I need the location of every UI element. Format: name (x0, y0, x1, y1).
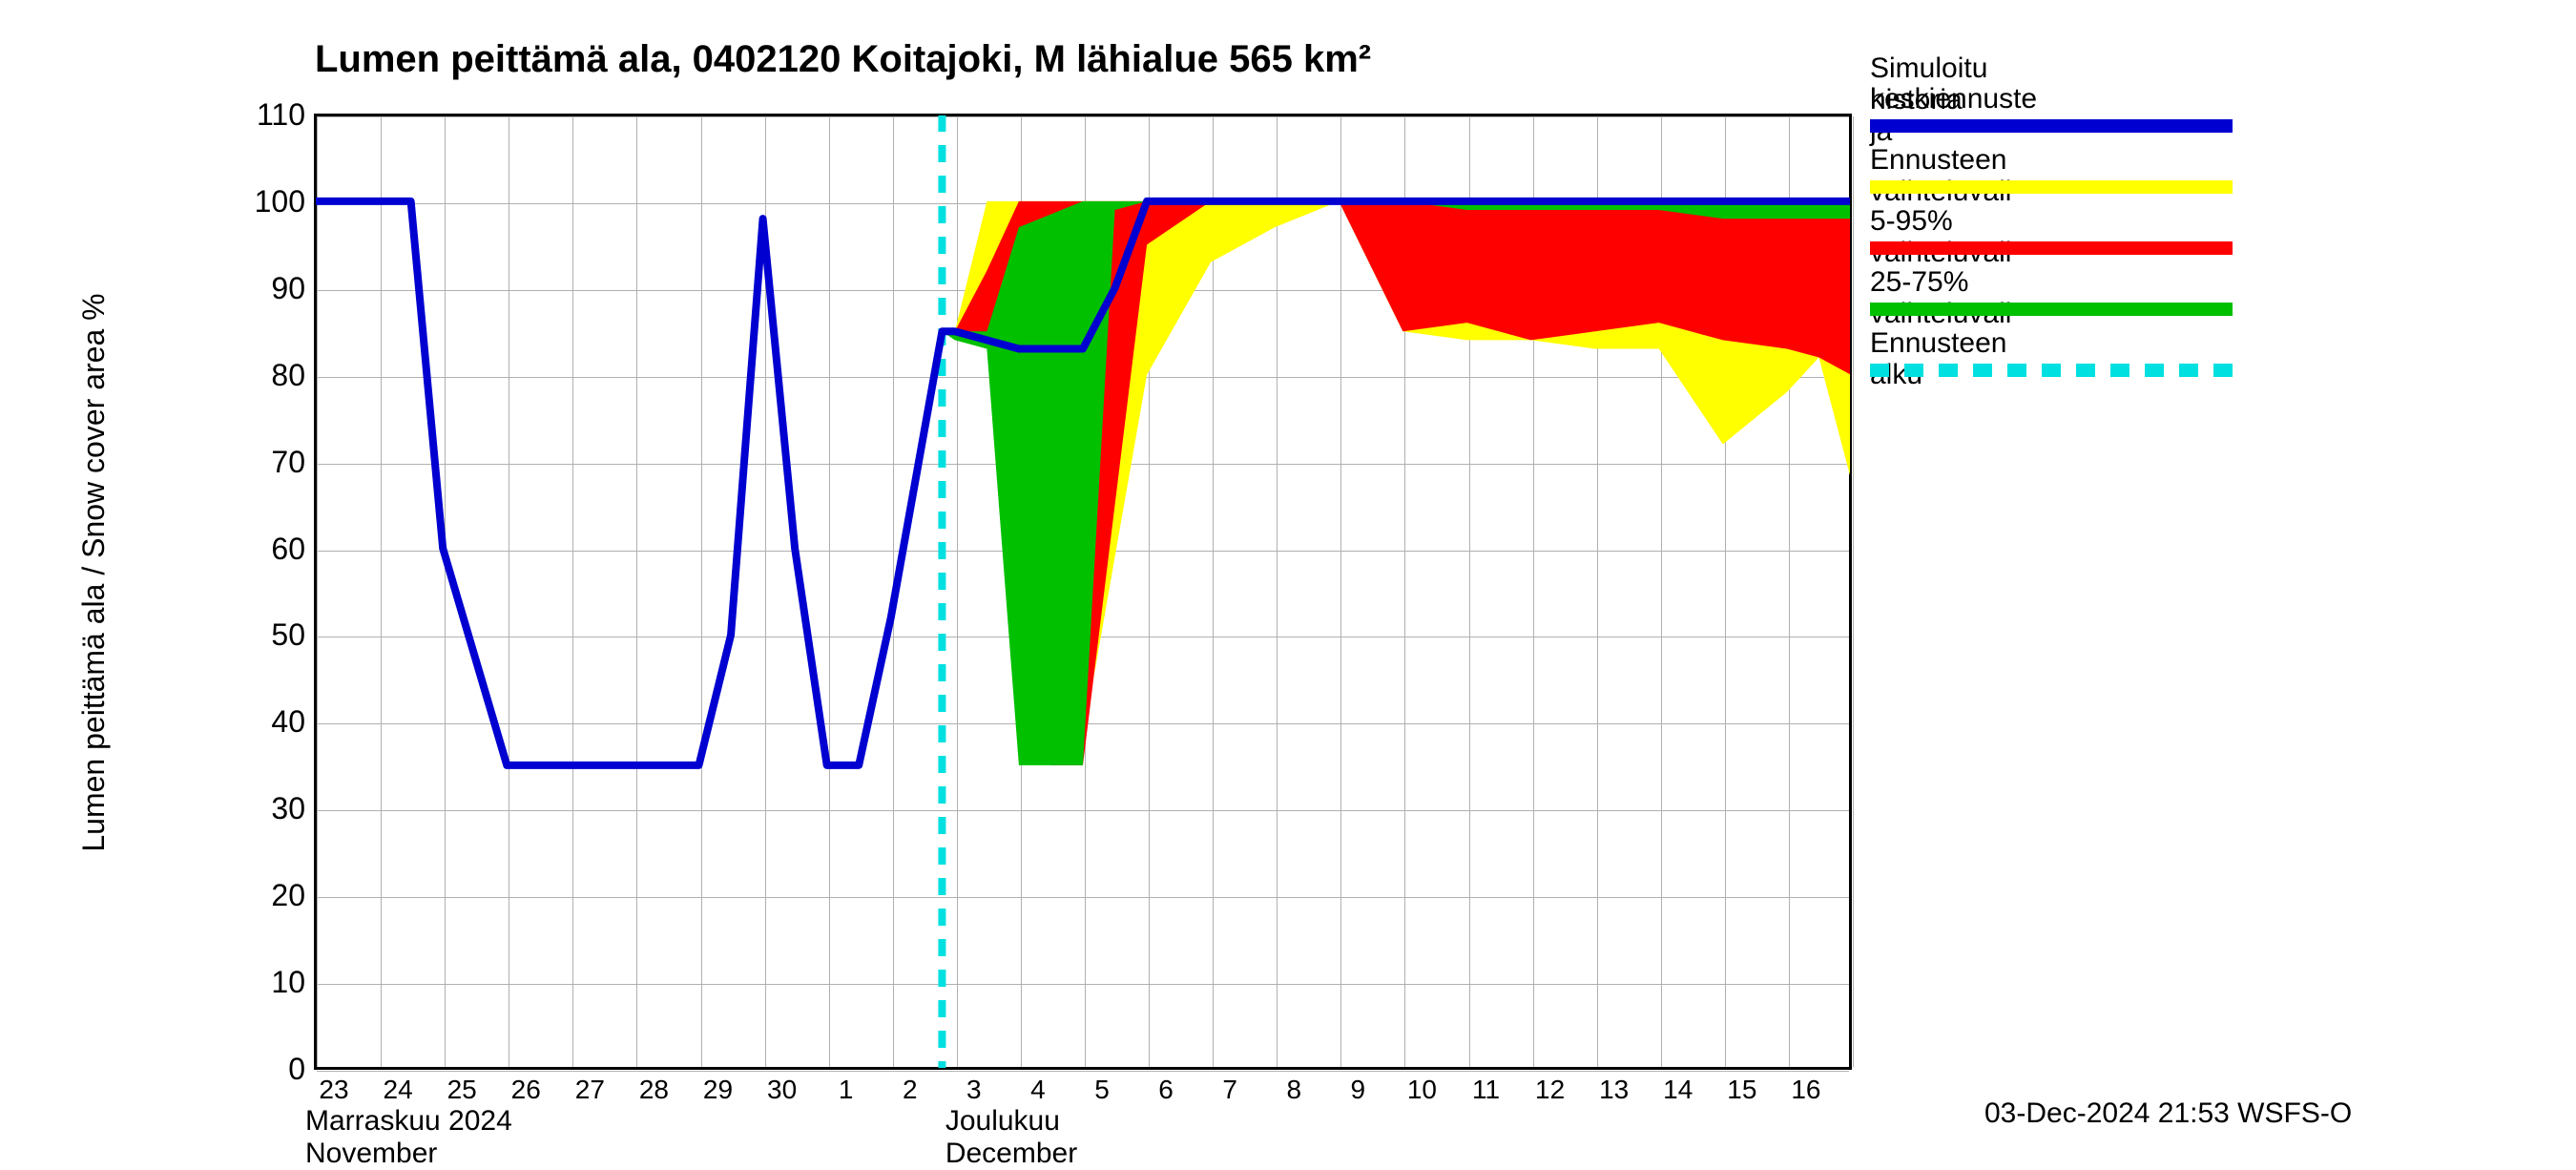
legend-swatch (1870, 241, 2233, 255)
xtick-label: 25 (433, 1075, 490, 1105)
xtick-label: 26 (497, 1075, 554, 1105)
xtick-label: 16 (1777, 1075, 1835, 1105)
xtick-label: 15 (1714, 1075, 1771, 1105)
ytick-label: 60 (200, 532, 305, 567)
legend-label: Ennusteen vaihteluväli (1870, 144, 2011, 207)
xtick-label: 2 (882, 1075, 939, 1105)
xtick-label: 28 (625, 1075, 682, 1105)
ytick-label: 100 (200, 184, 305, 219)
xtick-label: 24 (369, 1075, 426, 1105)
ytick-label: 30 (200, 791, 305, 826)
xtick-label: 8 (1265, 1075, 1322, 1105)
xtick-label: 10 (1393, 1075, 1450, 1105)
ytick-label: 20 (200, 878, 305, 913)
ytick-label: 80 (200, 358, 305, 393)
chart-canvas: Lumen peittämä ala, 0402120 Koitajoki, M… (0, 0, 2576, 1145)
ytick-label: 90 (200, 271, 305, 306)
xtick-label: 11 (1458, 1075, 1515, 1105)
legend-label: keskiennuste (1870, 83, 2037, 115)
xtick-label: 23 (305, 1075, 363, 1105)
xtick-label: 30 (754, 1075, 811, 1105)
xtick-label: 13 (1586, 1075, 1643, 1105)
ytick-label: 10 (200, 965, 305, 1000)
xtick-label: 4 (1009, 1075, 1067, 1105)
month-label: Joulukuu (945, 1105, 1060, 1138)
legend-swatch (1870, 180, 2233, 194)
ytick-label: 70 (200, 445, 305, 480)
xtick-label: 7 (1201, 1075, 1258, 1105)
xtick-label: 29 (690, 1075, 747, 1105)
ytick-label: 40 (200, 704, 305, 740)
ytick-label: 110 (200, 97, 305, 133)
ytick-label: 50 (200, 617, 305, 653)
xtick-label: 6 (1137, 1075, 1195, 1105)
legend-label: 25-75% vaihteluväli (1870, 266, 2011, 329)
xtick-label: 12 (1522, 1075, 1579, 1105)
month-label: December (945, 1138, 1077, 1170)
xtick-label: 5 (1073, 1075, 1131, 1105)
month-label: Marraskuu 2024 (305, 1105, 512, 1138)
xtick-label: 14 (1650, 1075, 1707, 1105)
xtick-label: 1 (818, 1075, 875, 1105)
ytick-label: 0 (200, 1052, 305, 1087)
legend-swatch (1870, 119, 2233, 133)
xtick-label: 9 (1329, 1075, 1386, 1105)
month-label: November (305, 1138, 437, 1170)
legend-swatch (1870, 303, 2233, 316)
chart-svg (0, 0, 2576, 1145)
footer-timestamp: 03-Dec-2024 21:53 WSFS-O (1984, 1097, 2352, 1130)
xtick-label: 3 (945, 1075, 1003, 1105)
legend-label: Ennusteen alku (1870, 327, 2006, 390)
xtick-label: 27 (561, 1075, 618, 1105)
legend-label: 5-95% vaihteluväli (1870, 205, 2011, 268)
legend-swatch (1870, 364, 2233, 377)
